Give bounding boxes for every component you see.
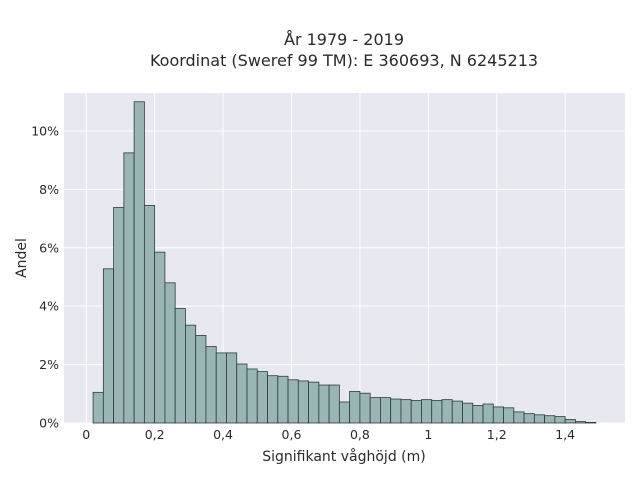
y-tick-label: 6% [39, 240, 59, 255]
y-tick-labels: 0% 2% 4% 6% 8% 10% [31, 123, 59, 430]
histogram-bar [431, 400, 443, 424]
histogram-bar [380, 397, 392, 424]
histogram-bar [421, 399, 433, 424]
x-tick-label: 1,2 [487, 427, 507, 442]
histogram-bar [441, 399, 453, 424]
histogram-bar [492, 406, 504, 424]
histogram-bar [390, 398, 402, 424]
histogram-bar [451, 400, 463, 424]
histogram-bar [513, 411, 525, 424]
histogram-bar [308, 381, 320, 424]
histogram-bar [226, 352, 238, 424]
histogram-bar [133, 101, 145, 424]
histogram-bar [102, 268, 115, 424]
x-tick-label: 0 [82, 427, 90, 442]
histogram-bar [318, 384, 330, 424]
histogram-bar [564, 419, 576, 424]
histogram-bar [503, 407, 515, 424]
x-tick-labels: 0 0,2 0,4 0,6 0,8 1 1,2 1,4 [82, 427, 575, 442]
y-axis-label: Andel [14, 238, 30, 278]
histogram-bar [585, 422, 597, 424]
x-tick-label: 1,4 [555, 427, 575, 442]
histogram-bar [154, 251, 166, 424]
histogram-bar [267, 375, 279, 424]
histogram-bar [174, 308, 186, 424]
y-tick-label: 0% [39, 416, 59, 431]
histogram-bar [410, 400, 422, 424]
histogram-bar [472, 405, 484, 424]
x-axis-label: Signifikant våghöjd (m) [262, 448, 425, 465]
histogram-bar [297, 380, 309, 424]
histogram-bar [92, 391, 104, 424]
histogram-bar [256, 371, 268, 424]
histogram-bar [143, 205, 156, 424]
y-tick-label: 10% [31, 123, 59, 138]
histogram-bar [462, 402, 474, 424]
chart-title-line1: År 1979 - 2019 [284, 30, 404, 49]
histogram-bar [328, 384, 340, 424]
histogram-bar [523, 413, 535, 424]
histogram-bar [400, 399, 412, 424]
histogram-bar [574, 421, 587, 424]
histogram-bar [123, 152, 135, 424]
histogram-bar [195, 334, 207, 424]
histogram-bar [236, 363, 248, 424]
histogram-bar [246, 368, 258, 424]
y-tick-label: 8% [39, 182, 59, 197]
histogram-bar [215, 352, 227, 424]
histogram-bar [349, 391, 361, 424]
histogram-bar [369, 397, 381, 424]
histogram-bar [113, 207, 125, 424]
histogram-bar [164, 282, 176, 424]
histogram-bar [554, 416, 566, 424]
histogram-bar [338, 401, 351, 424]
histogram-bar [544, 415, 556, 424]
y-tick-label: 2% [39, 357, 59, 372]
histogram-bar [482, 403, 494, 424]
x-tick-label: 0,2 [145, 427, 165, 442]
x-tick-label: 1 [424, 427, 432, 442]
histogram-bars [92, 101, 597, 424]
histogram-bar [185, 324, 197, 424]
histogram-bar [287, 379, 299, 424]
x-tick-label: 0,4 [213, 427, 233, 442]
histogram-bar [359, 392, 371, 424]
histogram-bar [277, 375, 289, 424]
histogram-bar [533, 414, 546, 424]
chart-title-line2: Koordinat (Sweref 99 TM): E 360693, N 62… [150, 51, 538, 70]
y-tick-label: 4% [39, 299, 59, 314]
x-tick-label: 0,8 [350, 427, 370, 442]
x-tick-label: 0,6 [282, 427, 302, 442]
histogram-bar [205, 346, 217, 424]
